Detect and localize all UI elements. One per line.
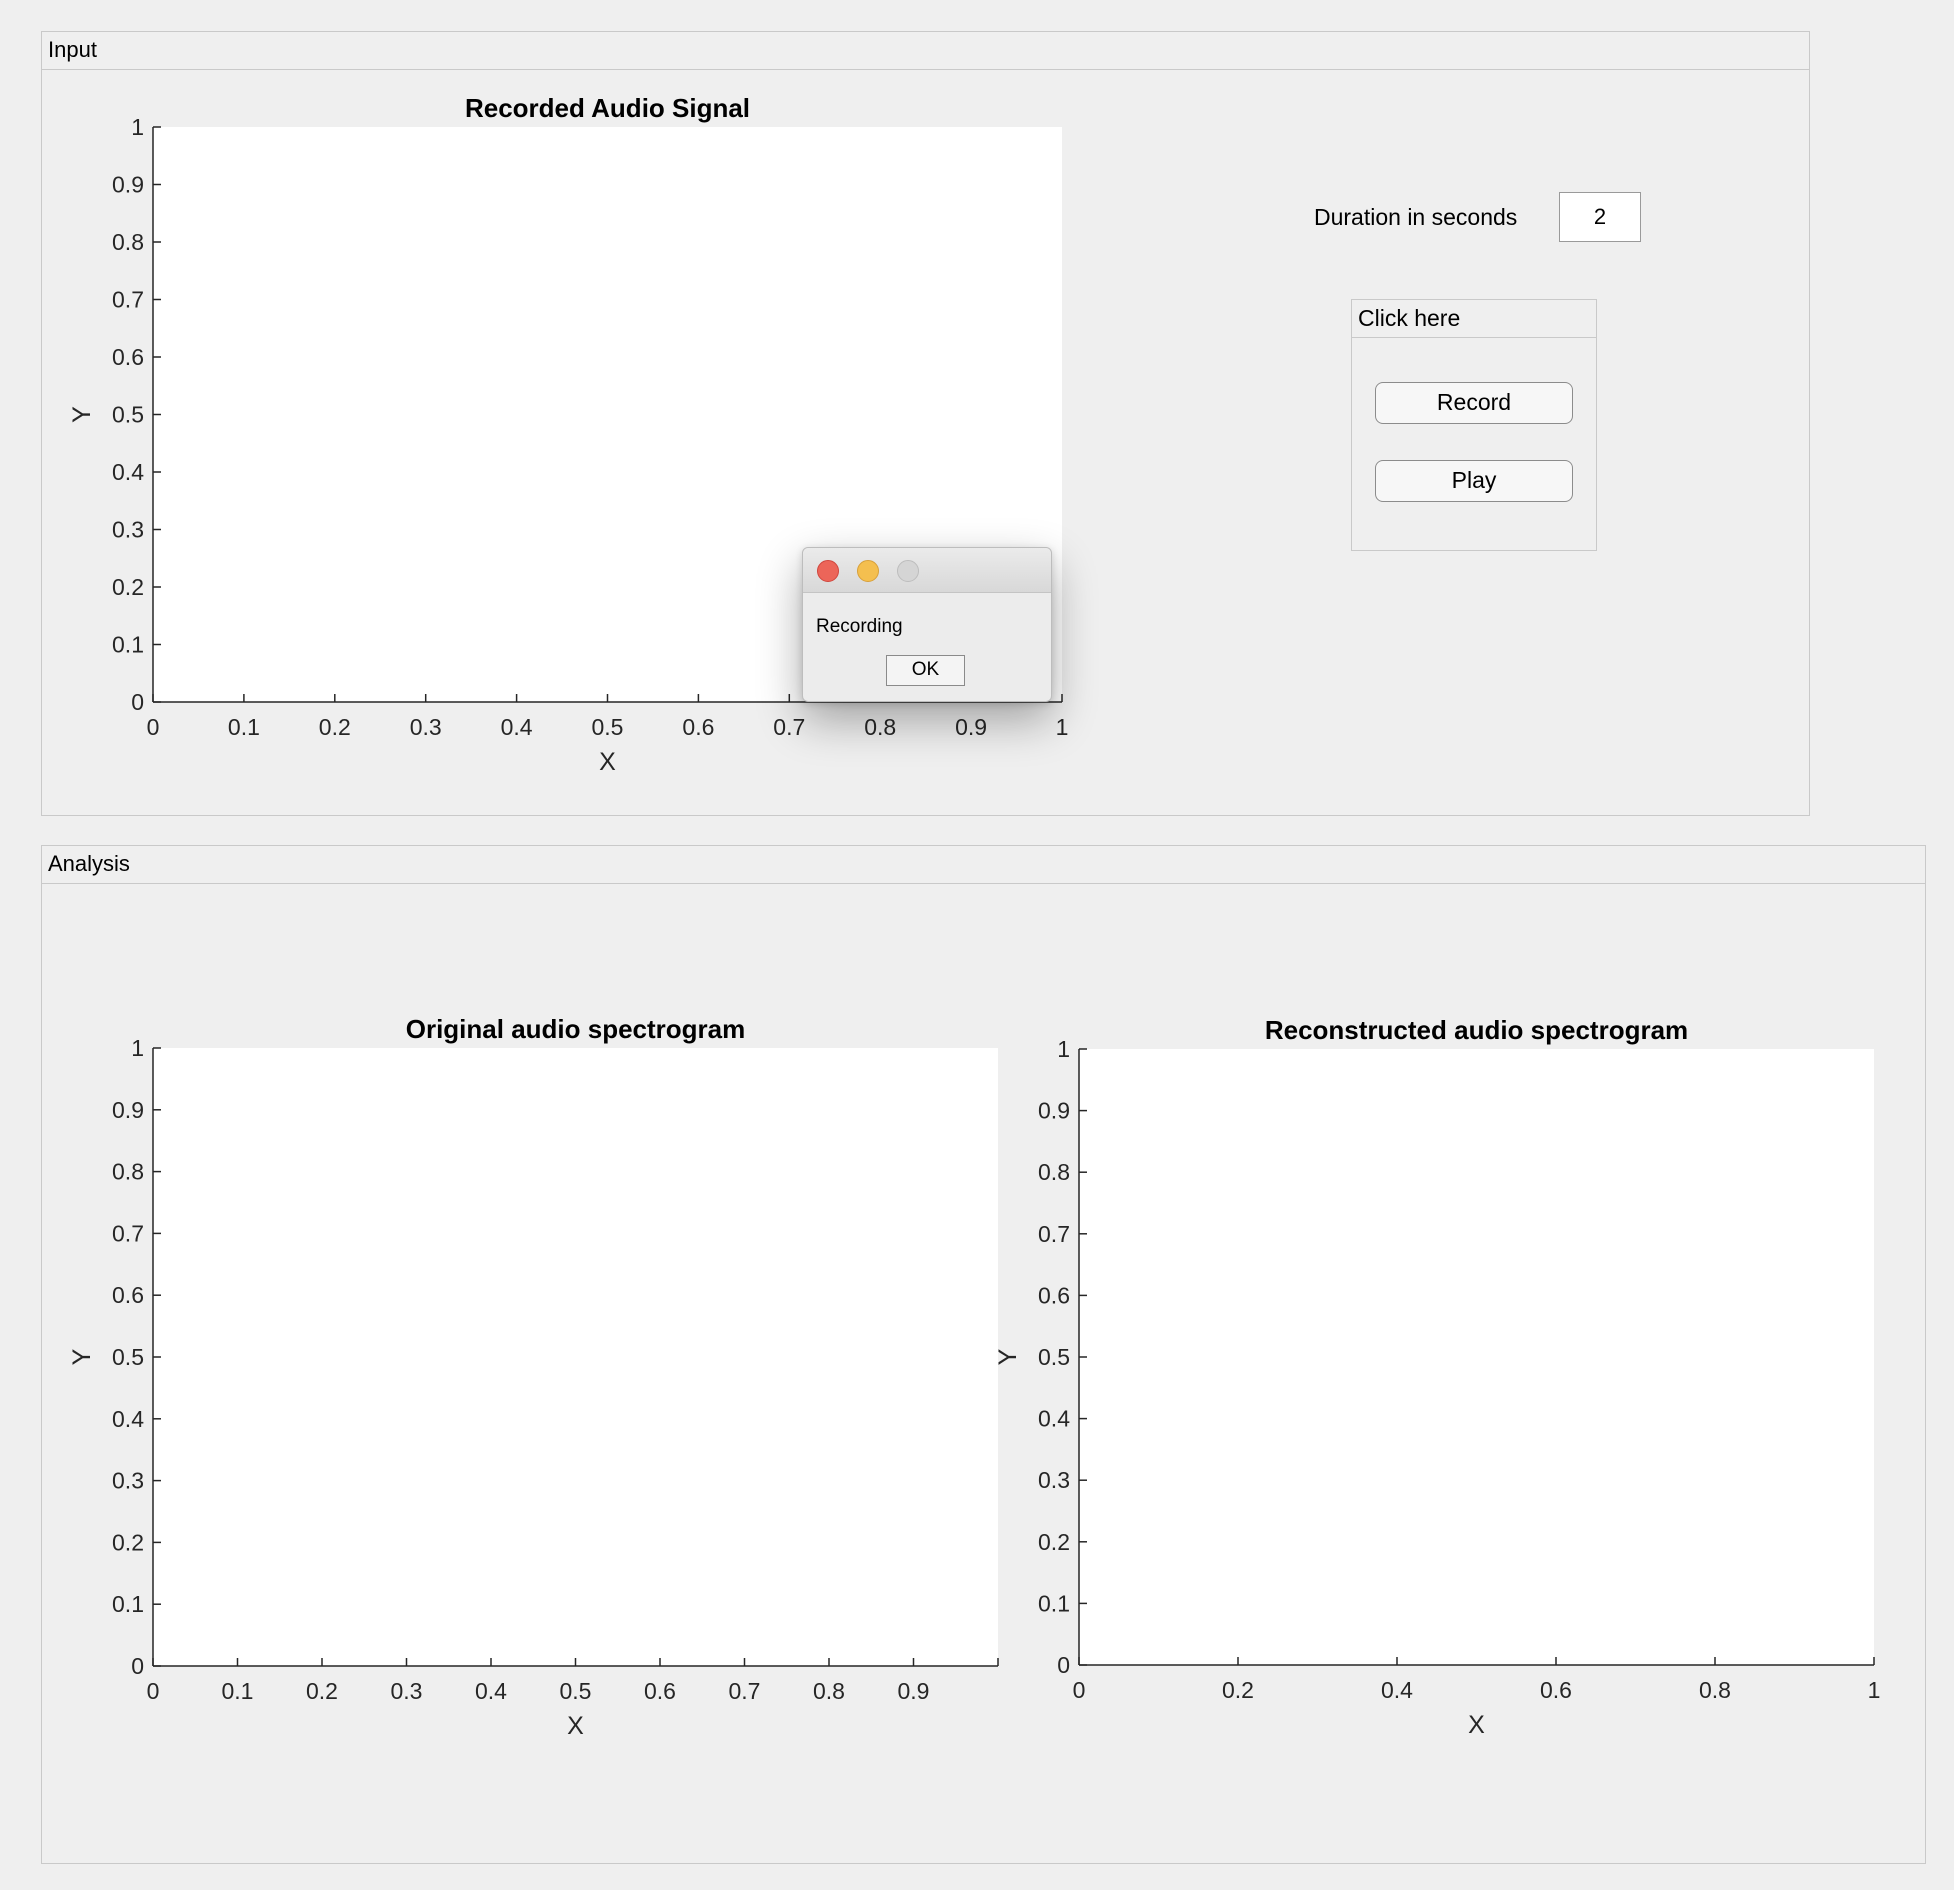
y-tick-label: 0 — [131, 1653, 144, 1679]
y-tick-label: 0 — [1057, 1652, 1070, 1678]
analysis-panel-title: Analysis — [42, 846, 1925, 884]
x-tick-label: 0.7 — [773, 714, 805, 740]
x-tick-label: 0.8 — [864, 714, 896, 740]
y-tick-label: 0.3 — [112, 517, 144, 543]
button-group-title: Click here — [1352, 300, 1596, 338]
x-tick-label: 0 — [147, 714, 160, 740]
x-tick-label: 0.8 — [1699, 1677, 1731, 1703]
x-tick-label: 0.9 — [955, 714, 987, 740]
dialog-message: Recording — [816, 616, 903, 637]
y-tick-label: 0.9 — [112, 172, 144, 198]
x-tick-label: 0.6 — [1540, 1677, 1572, 1703]
y-tick-label: 0.8 — [112, 1159, 144, 1185]
x-tick-label: 0 — [1073, 1677, 1086, 1703]
x-tick-label: 0.8 — [813, 1678, 845, 1704]
y-tick-label: 0.7 — [112, 1220, 144, 1246]
plot-area — [1079, 1049, 1874, 1665]
x-tick-label: 0.7 — [729, 1678, 761, 1704]
play-button[interactable]: Play — [1375, 460, 1573, 502]
plot-area — [153, 1048, 998, 1666]
chart-title: Reconstructed audio spectrogram — [1265, 1015, 1688, 1045]
x-tick-label: 0.2 — [319, 714, 351, 740]
x-tick-label: 0.9 — [898, 1678, 930, 1704]
y-tick-label: 0.1 — [112, 1591, 144, 1617]
recording-dialog: Recording OK — [802, 547, 1052, 702]
y-tick-label: 0.5 — [112, 402, 144, 428]
x-tick-label: 0.6 — [644, 1678, 676, 1704]
original-spectrogram-axes: 0 0.1 0.2 0.3 0.4 0.5 0.6 0.7 0.8 0.9 0 0.1 0.2 0.3 0.… — [68, 1014, 999, 1740]
x-tick-label: 0.2 — [306, 1678, 338, 1704]
y-tick-label: 0.1 — [112, 632, 144, 658]
y-tick-label: 0.8 — [112, 229, 144, 255]
y-tick-label: 0.2 — [112, 1529, 144, 1555]
x-tick-label: 0.5 — [592, 714, 624, 740]
chart-title: Recorded Audio Signal — [465, 93, 750, 123]
minimize-icon[interactable] — [857, 560, 879, 582]
y-tick-label: 0.9 — [1038, 1098, 1070, 1124]
record-button[interactable]: Record — [1375, 382, 1573, 424]
x-tick-label: 0.4 — [501, 714, 533, 740]
x-tick-label: 0.3 — [410, 714, 442, 740]
y-tick-label: 0.6 — [1038, 1282, 1070, 1308]
x-tick-label: 0.6 — [682, 714, 714, 740]
x-tick-label: 0.4 — [475, 1678, 507, 1704]
y-tick-label: 0.7 — [112, 287, 144, 313]
y-tick-label: 0.5 — [1038, 1344, 1070, 1370]
y-axis-label: Y — [994, 1348, 1022, 1365]
x-tick-label: 0.3 — [391, 1678, 423, 1704]
y-axis-label: Y — [68, 406, 96, 423]
click-here-button-group: Click here Record Play — [1351, 299, 1597, 551]
y-tick-label: 0.6 — [112, 1282, 144, 1308]
x-tick-label: 0.1 — [222, 1678, 254, 1704]
y-tick-label: 0 — [131, 689, 144, 715]
y-tick-label: 0.3 — [1038, 1467, 1070, 1493]
y-tick-label: 0.4 — [112, 459, 144, 485]
x-axis-label: X — [1468, 1711, 1485, 1739]
y-tick-label: 1 — [1057, 1036, 1070, 1062]
y-tick-label: 1 — [131, 114, 144, 140]
x-tick-label: 0.5 — [560, 1678, 592, 1704]
y-tick-label: 0.2 — [1038, 1529, 1070, 1555]
ok-button[interactable]: OK — [886, 655, 965, 686]
x-tick-label: 0.4 — [1381, 1677, 1413, 1703]
y-axis-label: Y — [68, 1348, 96, 1365]
y-tick-label: 0.1 — [1038, 1590, 1070, 1616]
x-tick-label: 0.2 — [1222, 1677, 1254, 1703]
y-tick-label: 0.4 — [112, 1406, 144, 1432]
close-icon[interactable] — [817, 560, 839, 582]
y-tick-label: 1 — [131, 1035, 144, 1061]
y-tick-label: 0.7 — [1038, 1221, 1070, 1247]
x-tick-label: 1 — [1056, 714, 1069, 740]
x-tick-label: 0.1 — [228, 714, 260, 740]
x-axis-label: X — [599, 748, 616, 776]
x-tick-label: 1 — [1868, 1677, 1881, 1703]
input-panel-title: Input — [42, 32, 1809, 70]
zoom-icon — [897, 560, 919, 582]
y-tick-label: 0.8 — [1038, 1159, 1070, 1185]
duration-label: Duration in seconds — [1314, 204, 1518, 230]
y-tick-label: 0.3 — [112, 1468, 144, 1494]
y-tick-label: 0.6 — [112, 344, 144, 370]
x-tick-label: 0 — [147, 1678, 160, 1704]
duration-input[interactable] — [1559, 192, 1641, 242]
reconstructed-spectrogram-axes: 0 0.2 0.4 0.6 0.8 1 0 0.1 0.2 0.3 0.4 0.5 0.6 0.7 0.8 0… — [994, 1015, 1880, 1739]
y-tick-label: 0.9 — [112, 1097, 144, 1123]
y-tick-label: 0.2 — [112, 574, 144, 600]
chart-title: Original audio spectrogram — [406, 1014, 746, 1044]
y-tick-label: 0.4 — [1038, 1406, 1070, 1432]
x-axis-label: X — [567, 1712, 584, 1740]
y-tick-label: 0.5 — [112, 1344, 144, 1370]
dialog-titlebar[interactable] — [803, 548, 1051, 593]
